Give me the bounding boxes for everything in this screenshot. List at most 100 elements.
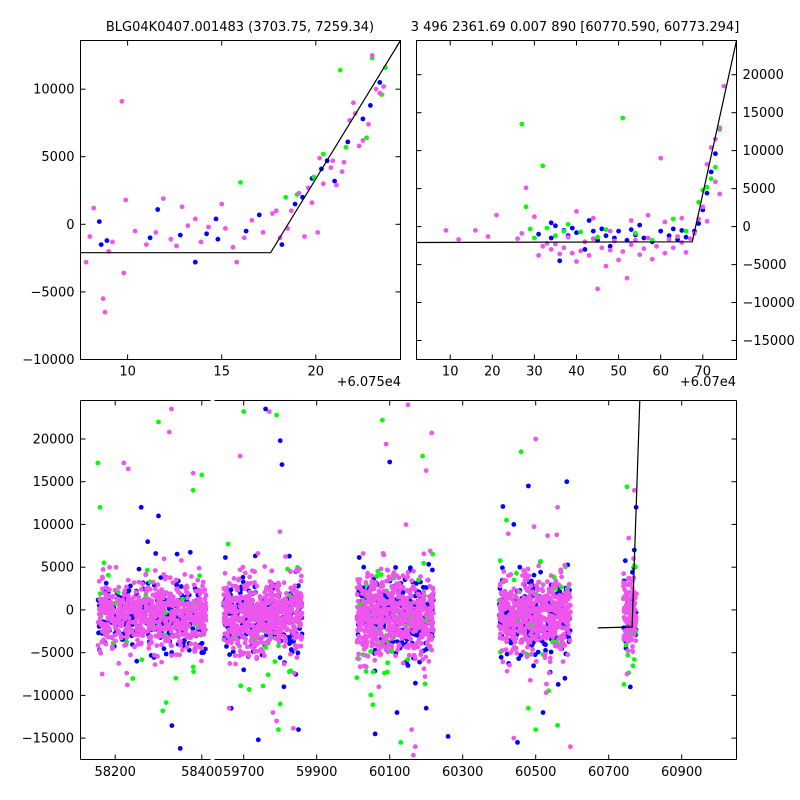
point-pink-outlier — [405, 402, 411, 408]
point-pink — [291, 670, 297, 676]
point-pink-25 — [241, 235, 247, 241]
xtick-label: 60900 — [661, 765, 702, 780]
point-pink — [199, 588, 205, 594]
point-pink — [393, 625, 399, 631]
point-pink — [377, 624, 382, 629]
point-pink-2 — [91, 205, 97, 211]
point-green — [97, 591, 103, 596]
point-blue — [627, 684, 633, 690]
point-pink-23 — [230, 244, 236, 250]
point-pink — [149, 640, 155, 645]
point-pink — [554, 532, 560, 538]
point-pink-40 — [328, 165, 334, 171]
point-green-outlier — [398, 740, 404, 745]
point-pink — [403, 522, 409, 527]
point-pink — [528, 632, 533, 637]
point-pink — [274, 603, 280, 608]
point-pink — [497, 635, 503, 641]
point-blue-outlier — [277, 438, 283, 444]
ytick-label: 15000 — [33, 475, 74, 490]
point-pink — [527, 607, 533, 613]
xtick-label: 10 — [442, 365, 459, 380]
xtick-label: 70 — [695, 365, 712, 380]
point-green — [163, 700, 169, 705]
point-pink — [405, 611, 411, 616]
point-pink — [165, 635, 171, 641]
point-blue-11 — [256, 212, 262, 218]
ytick-label: 0 — [66, 218, 74, 233]
point-pink — [133, 589, 139, 595]
point-pink — [523, 574, 529, 580]
point-pink — [566, 630, 572, 636]
point-pink — [119, 614, 125, 619]
point-green — [106, 572, 111, 578]
point-pink-6 — [110, 239, 115, 245]
point-pink — [152, 662, 158, 667]
point-pink — [508, 650, 514, 655]
point-blue-20 — [360, 116, 366, 122]
point-pink — [363, 579, 369, 585]
point-pink — [159, 642, 164, 648]
point-pink — [501, 569, 507, 574]
panel-zoom-left-frame — [80, 40, 401, 360]
point-pink — [274, 592, 280, 598]
point-pink — [625, 648, 631, 654]
point-pink — [528, 583, 534, 589]
point-pink — [167, 602, 173, 608]
point-blue-outlier — [279, 462, 285, 467]
point-pink — [195, 602, 201, 608]
point-pink — [370, 604, 375, 610]
point-pink-10 — [132, 228, 138, 234]
point-pink — [431, 591, 436, 596]
point-pink — [426, 594, 432, 599]
point-blue — [426, 561, 432, 567]
point-pink-63 — [679, 215, 685, 221]
point-pink — [421, 551, 427, 557]
point-blue-10 — [243, 228, 249, 234]
point-pink — [626, 577, 632, 582]
point-pink — [565, 652, 571, 658]
point-pink — [389, 636, 395, 641]
point-pink — [128, 599, 134, 605]
point-pink — [195, 577, 201, 583]
point-pink — [203, 600, 209, 606]
point-pink — [160, 595, 166, 601]
point-pink — [293, 610, 298, 616]
point-pink-26 — [607, 247, 613, 253]
point-blue-6 — [192, 259, 198, 265]
point-pink-outlier — [266, 409, 272, 414]
point-green-outlier — [533, 727, 539, 732]
point-green — [378, 572, 384, 577]
point-green-5 — [544, 225, 550, 231]
point-pink — [507, 630, 512, 636]
point-pink-19 — [578, 248, 584, 254]
point-pink — [360, 551, 366, 556]
point-pink — [97, 616, 103, 622]
point-pink-9 — [123, 197, 129, 203]
point-pink — [536, 630, 541, 636]
xtick-label: 15 — [213, 365, 230, 380]
point-pink — [626, 535, 632, 541]
point-pink — [277, 598, 283, 604]
point-pink — [275, 583, 281, 589]
point-pink — [116, 584, 122, 590]
point-pink — [505, 605, 511, 611]
point-pink — [390, 595, 395, 601]
point-pink — [237, 567, 243, 573]
point-pink — [530, 647, 535, 652]
point-pink — [275, 588, 281, 593]
point-pink-53 — [377, 90, 383, 96]
point-pink — [380, 620, 385, 625]
point-pink — [123, 642, 129, 648]
point-pink — [365, 574, 370, 579]
point-pink — [235, 637, 240, 642]
point-pink — [534, 596, 540, 602]
point-pink — [142, 629, 148, 635]
point-pink — [225, 640, 230, 645]
point-pink — [193, 588, 199, 594]
point-pink — [237, 653, 242, 658]
point-pink — [427, 583, 433, 589]
point-pink — [199, 658, 204, 664]
point-pink — [229, 640, 234, 646]
point-pink — [513, 622, 519, 628]
